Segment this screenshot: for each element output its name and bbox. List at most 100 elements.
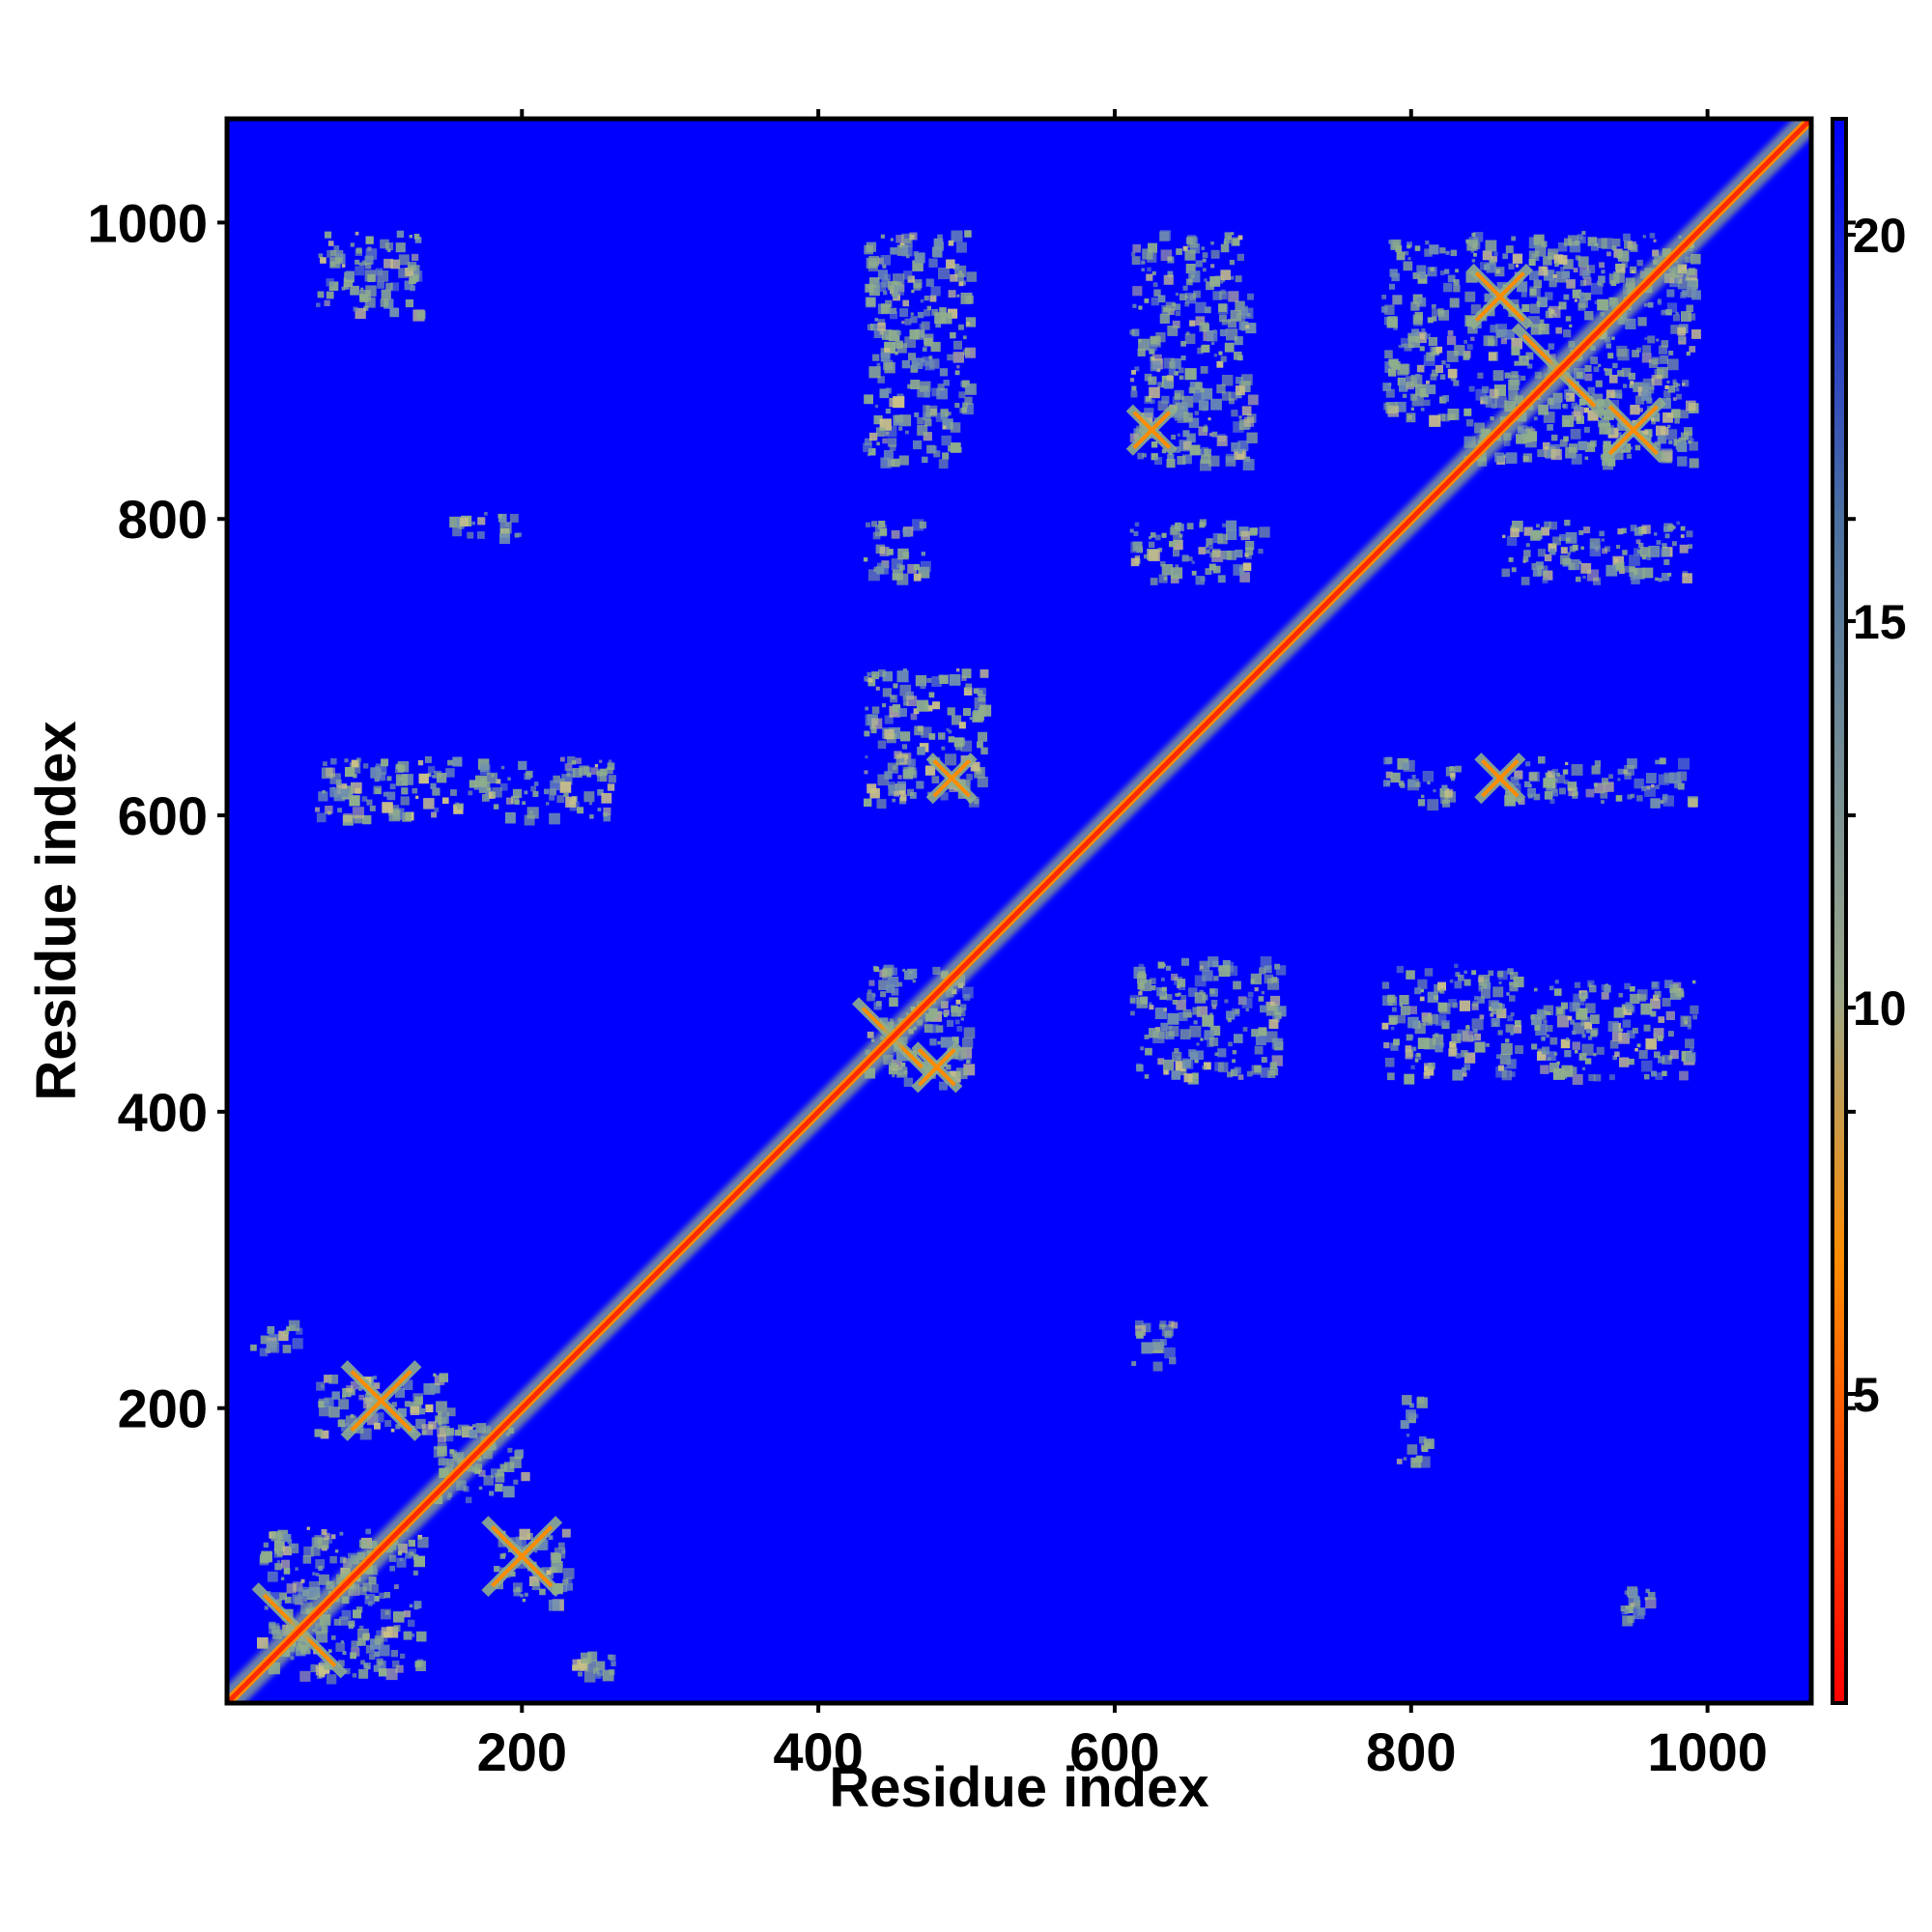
- contact-block: [1129, 955, 1287, 1085]
- contact-speckle: [1529, 270, 1539, 281]
- contact-speckle: [1510, 1031, 1515, 1036]
- contact-speckle: [899, 684, 912, 696]
- contact-speckle: [1198, 400, 1209, 411]
- contact-block: [1530, 980, 1699, 1085]
- contact-speckle: [1678, 757, 1690, 770]
- contact-speckle: [1202, 268, 1207, 272]
- contact-speckle: [1227, 965, 1238, 977]
- contact-speckle: [1149, 348, 1155, 355]
- contact-speckle: [380, 298, 389, 307]
- contact-speckle: [390, 259, 401, 270]
- contact-speckle: [356, 757, 361, 763]
- contact-speckle: [273, 1548, 283, 1558]
- contact-speckle: [1511, 371, 1519, 379]
- contact-speckle: [1621, 527, 1627, 534]
- contact-speckle: [1572, 1030, 1577, 1036]
- contact-speckle: [1174, 446, 1180, 453]
- contact-speckle: [395, 1424, 401, 1430]
- contact-speckle: [1522, 556, 1529, 562]
- contact-speckle: [267, 1327, 274, 1334]
- contact-speckle: [1573, 268, 1578, 272]
- contact-speckle: [963, 1064, 976, 1076]
- contact-speckle: [1655, 784, 1660, 789]
- contact-speckle: [950, 331, 956, 339]
- contact-speckle: [1555, 327, 1563, 334]
- contact-speckle: [914, 412, 920, 417]
- contact-speckle: [885, 387, 892, 394]
- contact-speckle: [439, 1373, 448, 1382]
- contact-speckle: [1463, 353, 1470, 360]
- contact-speckle: [321, 1626, 328, 1633]
- contact-speckle: [1525, 761, 1531, 767]
- contact-speckle: [1151, 453, 1158, 461]
- contact-speckle: [319, 1405, 330, 1417]
- contact-speckle: [1672, 379, 1677, 384]
- contact-speckle: [1445, 788, 1454, 797]
- contact-speckle: [347, 1552, 359, 1565]
- contact-speckle: [1406, 1409, 1416, 1420]
- contact-speckle: [1662, 1070, 1667, 1076]
- contact-speckle: [1141, 1322, 1151, 1333]
- contact-speckle: [1530, 530, 1541, 541]
- contact-speckle: [1562, 769, 1569, 775]
- contact-speckle: [582, 766, 591, 775]
- contact-speckle: [1566, 395, 1570, 399]
- contact-speckle: [497, 1540, 506, 1548]
- contact-speckle: [1677, 991, 1685, 998]
- contact-speckle: [1182, 1059, 1191, 1068]
- contact-speckle: [1510, 375, 1520, 385]
- contact-speckle: [1638, 408, 1643, 412]
- contact-speckle: [903, 700, 909, 706]
- contact-speckle: [597, 808, 602, 811]
- contact-speckle: [567, 755, 576, 765]
- cross-core: [1132, 411, 1172, 449]
- contact-speckle: [1550, 448, 1562, 461]
- contact-speckle: [415, 795, 419, 799]
- contact-speckle: [1683, 1016, 1689, 1022]
- contact-speckle: [1655, 1072, 1663, 1080]
- contact-speckle: [951, 230, 963, 242]
- contact-speckle: [606, 767, 613, 775]
- contact-speckle: [1399, 383, 1408, 392]
- contact-speckle: [327, 1539, 333, 1544]
- contact-speckle: [1568, 787, 1577, 797]
- contact-speckle: [1163, 1008, 1167, 1011]
- contact-speckle: [340, 788, 350, 798]
- contact-speckle: [1235, 385, 1245, 396]
- contact-speckle: [338, 1399, 349, 1410]
- contact-speckle: [882, 688, 892, 697]
- contact-speckle: [1138, 305, 1143, 310]
- contact-speckle: [1640, 547, 1651, 557]
- contact-speckle: [546, 802, 550, 806]
- contact-speckle: [374, 1412, 384, 1423]
- contact-speckle: [1150, 344, 1157, 352]
- contact-speckle: [1432, 369, 1438, 377]
- contact-speckle: [362, 1397, 375, 1409]
- contact-speckle: [1171, 435, 1177, 440]
- contact-speckle: [877, 270, 888, 280]
- contact-speckle: [595, 1672, 602, 1679]
- contact-speckle: [1453, 285, 1461, 293]
- contact-speckle: [449, 1432, 453, 1435]
- contact-speckle: [517, 1558, 527, 1569]
- contact-speckle: [943, 1009, 950, 1016]
- contact-speckle: [1241, 374, 1253, 385]
- contact-speckle: [1196, 1006, 1208, 1017]
- contact-speckle: [1495, 1066, 1507, 1078]
- contact-speckle: [1624, 772, 1632, 780]
- contact-speckle: [946, 1065, 952, 1070]
- contact-speckle: [1563, 329, 1572, 338]
- contact-speckle: [922, 456, 928, 464]
- contact-speckle: [1617, 250, 1630, 262]
- contact-speckle: [259, 1348, 269, 1357]
- contact-speckle: [428, 1421, 437, 1430]
- contact-speckle: [877, 319, 886, 327]
- contact-speckle: [1495, 324, 1507, 336]
- contact-speckle: [872, 993, 876, 998]
- contact-speckle: [302, 1555, 312, 1564]
- contact-speckle: [457, 803, 464, 810]
- contact-speckle: [1520, 375, 1526, 381]
- contact-speckle: [1416, 298, 1427, 307]
- contact-speckle: [1204, 278, 1208, 282]
- contact-speckle: [885, 299, 893, 307]
